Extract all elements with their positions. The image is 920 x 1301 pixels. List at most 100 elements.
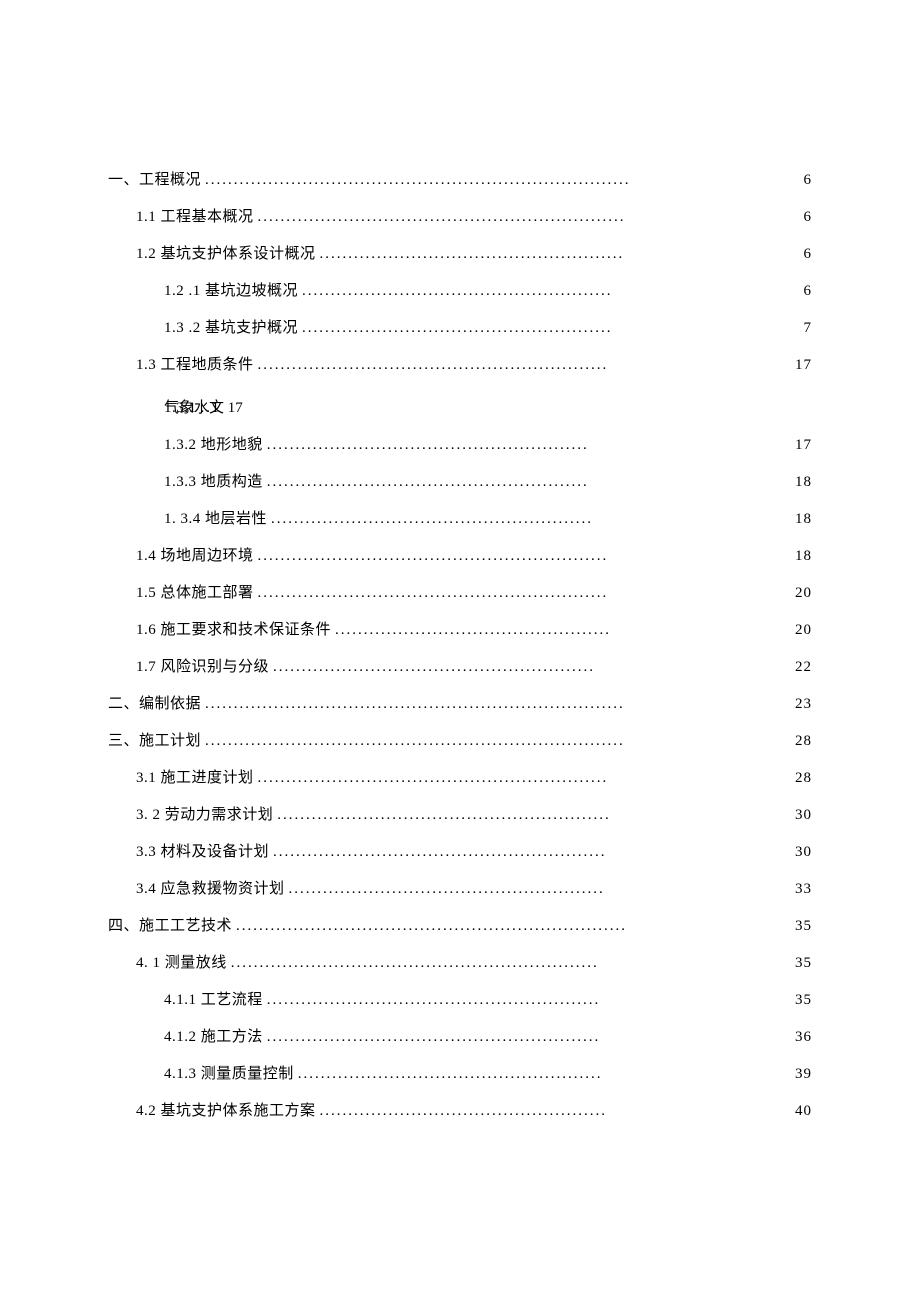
toc-page: 28 bbox=[795, 731, 812, 752]
toc-dots: ........................................… bbox=[227, 953, 795, 974]
toc-label: 1.6 施工要求和技术保证条件 bbox=[136, 620, 331, 641]
toc-dots: ........................................… bbox=[269, 657, 795, 678]
toc-entry: 4.1.2 施工方法 .............................… bbox=[108, 1027, 812, 1048]
toc-page: 33 bbox=[795, 879, 812, 900]
toc-label: 1.3.3 地质构造 bbox=[164, 472, 263, 493]
toc-label: 1.4 场地周边环境 bbox=[136, 546, 254, 567]
toc-page: 7 bbox=[804, 318, 813, 339]
toc-entry: 1.3 .2 基坑支护概况 ..........................… bbox=[108, 318, 812, 339]
toc-entry: 1.3.3 地质构造 .............................… bbox=[108, 472, 812, 493]
toc-dots: ........................................… bbox=[263, 472, 795, 493]
toc-dots: ........................................… bbox=[285, 879, 795, 900]
toc-page: 6 bbox=[804, 207, 813, 228]
toc-label: 1.3.2 地形地貌 bbox=[164, 435, 263, 456]
toc-dots: ........................................… bbox=[316, 1101, 795, 1122]
toc-entry: 4.2 基坑支护体系施工方案 .........................… bbox=[108, 1101, 812, 1122]
toc-entry: 1.5 总体施工部署 .............................… bbox=[108, 583, 812, 604]
toc-label: 4.2 基坑支护体系施工方案 bbox=[136, 1101, 316, 1122]
toc-label: 1.1 工程基本概况 bbox=[136, 207, 254, 228]
toc-page: 6 bbox=[804, 281, 813, 302]
toc-page: 18 bbox=[795, 472, 812, 493]
toc-label: 3.1 施工进度计划 bbox=[136, 768, 254, 789]
toc-entry: 1.7 风险识别与分级 ............................… bbox=[108, 657, 812, 678]
toc-label: 1.2 基坑支护体系设计概况 bbox=[136, 244, 316, 265]
toc-dots: ........................................… bbox=[254, 546, 795, 567]
toc-label: 3.3 材料及设备计划 bbox=[136, 842, 269, 863]
toc-dots: ........................................… bbox=[201, 694, 795, 715]
toc-label: 4.1.2 施工方法 bbox=[164, 1027, 263, 1048]
toc-dots: ........................................… bbox=[269, 842, 795, 863]
toc-label: 一、工程概况 bbox=[108, 170, 201, 191]
toc-dots: ........................................… bbox=[254, 355, 795, 376]
toc-page: 36 bbox=[795, 1027, 812, 1048]
toc-page: 20 bbox=[795, 583, 812, 604]
toc-entry: 1.3.2 地形地貌 .............................… bbox=[108, 435, 812, 456]
toc-dots: ........................................… bbox=[298, 318, 803, 339]
toc-label: 三、施工计划 bbox=[108, 731, 201, 752]
toc-dots: ........................................… bbox=[263, 1027, 795, 1048]
toc-dots: ........................................… bbox=[316, 244, 804, 265]
toc-page: 35 bbox=[795, 990, 812, 1011]
toc-page: 30 bbox=[795, 842, 812, 863]
toc-label: 4.1.1 工艺流程 bbox=[164, 990, 263, 1011]
toc-entry: 4.1.1 工艺流程 .............................… bbox=[108, 990, 812, 1011]
toc-label: 4.1.3 测量质量控制 bbox=[164, 1064, 294, 1085]
table-of-contents: 一、工程概况 .................................… bbox=[108, 170, 812, 1122]
toc-page: 17 bbox=[795, 435, 812, 456]
toc-entry: 一、工程概况 .................................… bbox=[108, 170, 812, 191]
toc-dots: ........................................… bbox=[267, 509, 795, 530]
toc-entry: 3. 2 劳动力需求计划 ...........................… bbox=[108, 805, 812, 826]
toc-entry: 3.3 材料及设备计划 ............................… bbox=[108, 842, 812, 863]
toc-page: 17 bbox=[795, 355, 812, 376]
toc-label: 3. 2 劳动力需求计划 bbox=[136, 805, 273, 826]
toc-label: 1.3 .2 基坑支护概况 bbox=[164, 318, 298, 339]
toc-entry: 4.1.3 测量质量控制 ...........................… bbox=[108, 1064, 812, 1085]
toc-label: 1.5 总体施工部署 bbox=[136, 583, 254, 604]
toc-entry: 1.4 场地周边环境 .............................… bbox=[108, 546, 812, 567]
toc-wrap-label: 气象水文 17 bbox=[164, 398, 812, 419]
toc-dots: ........................................… bbox=[232, 916, 795, 937]
toc-page: 18 bbox=[795, 509, 812, 530]
toc-dots: ........................................… bbox=[254, 207, 804, 228]
toc-dots: ........................................… bbox=[254, 768, 795, 789]
toc-entry: 三、施工计划 .................................… bbox=[108, 731, 812, 752]
toc-entry: 4. 1 测量放线 ..............................… bbox=[108, 953, 812, 974]
toc-page: 6 bbox=[804, 170, 813, 191]
toc-entry: 1.1 工程基本概况 .............................… bbox=[108, 207, 812, 228]
toc-entry: 1.6 施工要求和技术保证条件 ........................… bbox=[108, 620, 812, 641]
toc-page: 28 bbox=[795, 768, 812, 789]
toc-page: 23 bbox=[795, 694, 812, 715]
toc-page: 30 bbox=[795, 805, 812, 826]
toc-page: 22 bbox=[795, 657, 812, 678]
toc-entry: 1.3 工程地质条件 .............................… bbox=[108, 355, 812, 376]
toc-label: 四、施工工艺技术 bbox=[108, 916, 232, 937]
toc-dots: ........................................… bbox=[294, 1064, 795, 1085]
toc-dots: ........................................… bbox=[273, 805, 795, 826]
toc-page: 40 bbox=[795, 1101, 812, 1122]
toc-page: 35 bbox=[795, 953, 812, 974]
toc-entry: 四、施工工艺技术 ...............................… bbox=[108, 916, 812, 937]
toc-entry: 1.2 .1 基坑边坡概况 ..........................… bbox=[108, 281, 812, 302]
toc-label: 1.2 .1 基坑边坡概况 bbox=[164, 281, 298, 302]
toc-entry: 二、编制依据 .................................… bbox=[108, 694, 812, 715]
toc-entry: 3.1 施工进度计划 .............................… bbox=[108, 768, 812, 789]
toc-dots: ........................................… bbox=[263, 990, 795, 1011]
toc-dots: ........................................… bbox=[254, 583, 795, 604]
toc-dots: ........................................… bbox=[201, 170, 803, 191]
toc-entry: 1.2 基坑支护体系设计概况 .........................… bbox=[108, 244, 812, 265]
toc-page: 39 bbox=[795, 1064, 812, 1085]
toc-label: 1.3 工程地质条件 bbox=[136, 355, 254, 376]
toc-page: 6 bbox=[804, 244, 813, 265]
toc-entry: 1. 3.4 地层岩性 ............................… bbox=[108, 509, 812, 530]
toc-page: 35 bbox=[795, 916, 812, 937]
toc-entry: 1.3.1 ..................................… bbox=[108, 392, 812, 419]
toc-label: 1.7 风险识别与分级 bbox=[136, 657, 269, 678]
toc-label: 二、编制依据 bbox=[108, 694, 201, 715]
toc-page: 18 bbox=[795, 546, 812, 567]
toc-page: 20 bbox=[795, 620, 812, 641]
toc-label: 4. 1 测量放线 bbox=[136, 953, 227, 974]
toc-dots: ........................................… bbox=[201, 731, 795, 752]
toc-dots: ........................................… bbox=[263, 435, 795, 456]
toc-dots: ........................................… bbox=[298, 281, 803, 302]
toc-label: 3.4 应急救援物资计划 bbox=[136, 879, 285, 900]
